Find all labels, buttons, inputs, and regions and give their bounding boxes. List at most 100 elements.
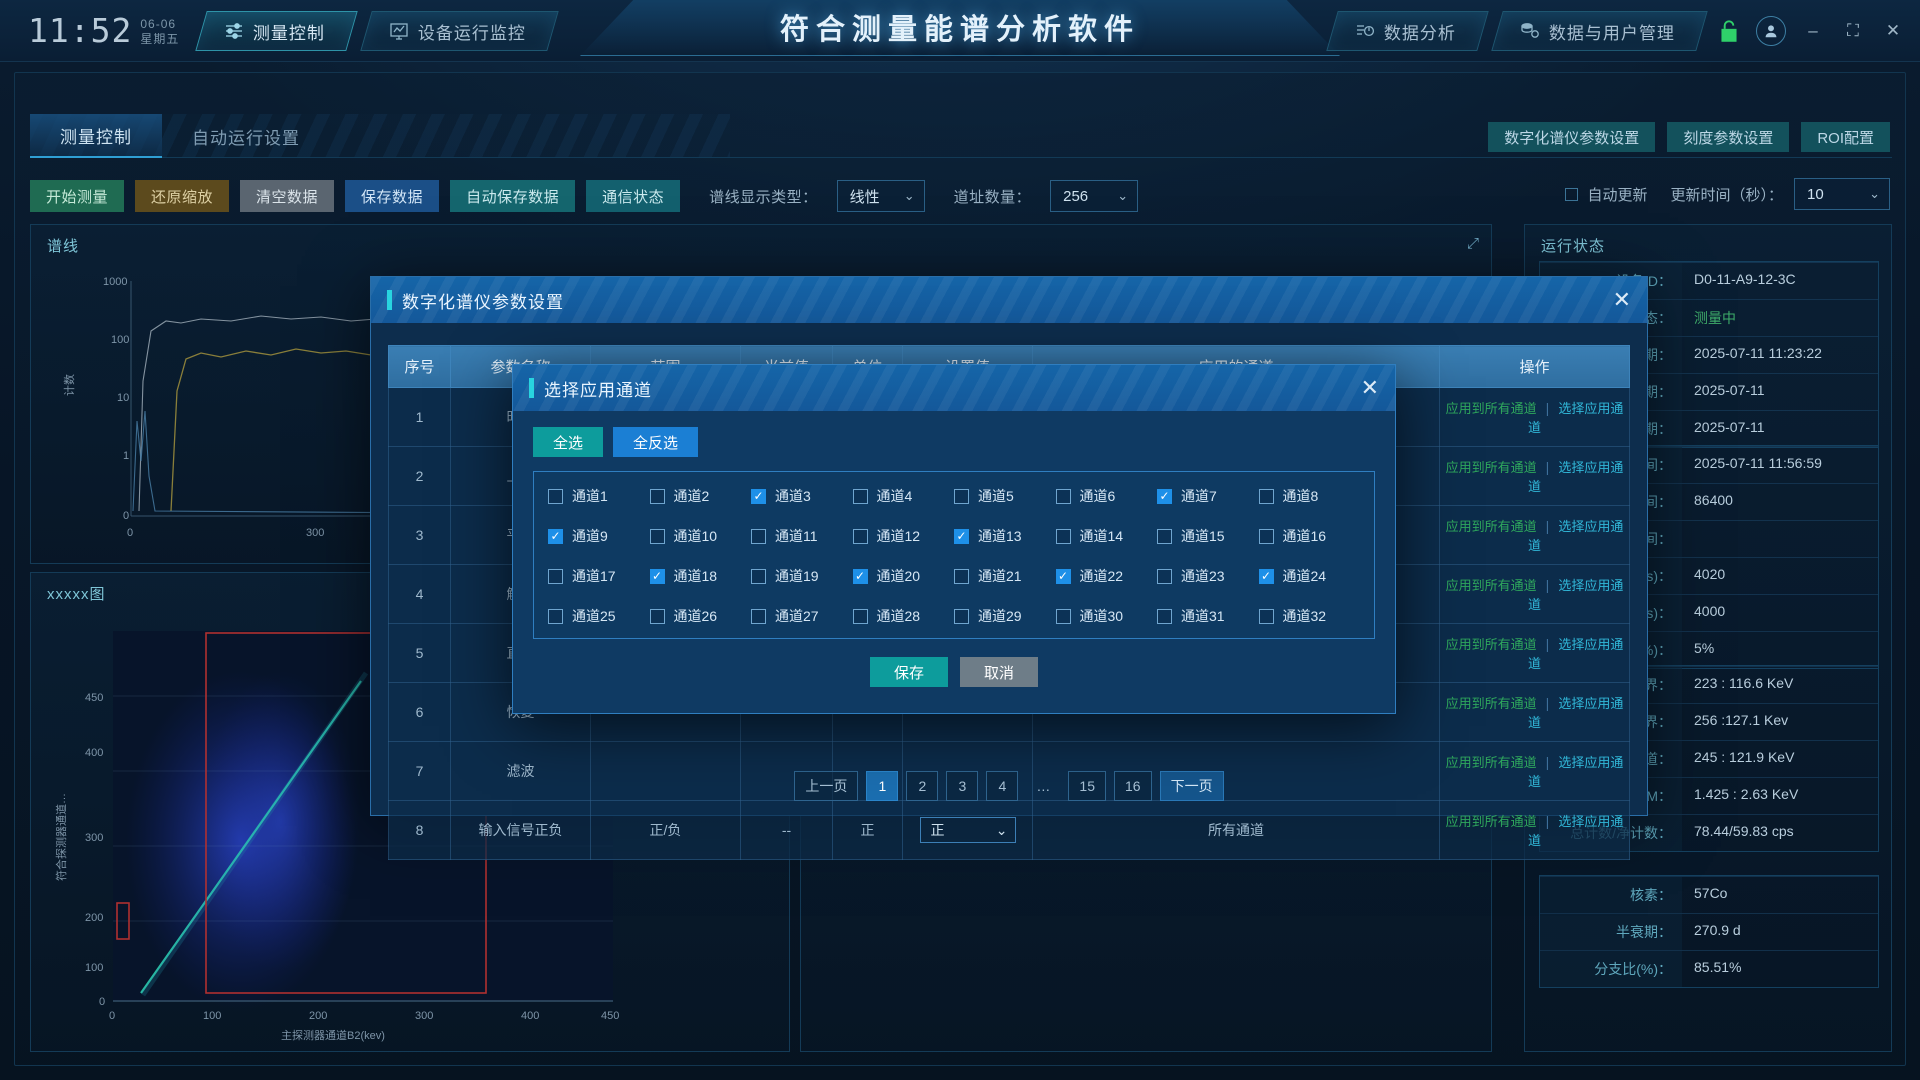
channel-checkbox-5[interactable] — [954, 488, 969, 504]
calibration-params-button[interactable]: 刻度参数设置 — [1667, 122, 1790, 152]
channel-option-25[interactable]: 通道25 — [548, 606, 650, 626]
page-button-3[interactable]: 3 — [946, 771, 979, 801]
channel-checkbox-18[interactable] — [649, 568, 665, 584]
nav-tab-data-analysis[interactable]: 数据分析 — [1326, 11, 1489, 51]
channel-option-17[interactable]: 通道17 — [548, 566, 650, 586]
channel-option-23[interactable]: 通道23 — [1157, 566, 1259, 586]
channel-option-13[interactable]: 通道13 — [954, 526, 1056, 546]
channel-option-32[interactable]: 通道32 — [1258, 606, 1361, 626]
channel-option-5[interactable]: 通道5 — [954, 486, 1056, 506]
tab-measurement-control[interactable]: 测量控制 — [30, 114, 162, 158]
apply-all-channels-link[interactable]: 应用到所有通道 — [1445, 755, 1537, 770]
save-data-button[interactable]: 保存数据 — [345, 180, 440, 212]
page-button-1[interactable]: 1 — [866, 771, 899, 801]
nav-tab-device-monitor[interactable]: 设备运行监控 — [360, 10, 560, 51]
page-button-2[interactable]: 2 — [906, 771, 939, 801]
channel-checkbox-4[interactable] — [852, 488, 868, 504]
channel-checkbox-32[interactable] — [1258, 608, 1274, 624]
channel-checkbox-26[interactable] — [649, 608, 665, 624]
page-button-16[interactable]: 16 — [1114, 771, 1152, 801]
close-button[interactable]: ✕ — [1885, 21, 1901, 40]
update-time-select[interactable]: 10 ⌄ — [1794, 178, 1890, 210]
channel-checkbox-28[interactable] — [852, 608, 868, 624]
channel-option-2[interactable]: 通道2 — [649, 486, 752, 506]
apply-all-channels-link[interactable]: 应用到所有通道 — [1445, 814, 1537, 829]
channel-checkbox-6[interactable] — [1055, 488, 1071, 504]
apply-all-channels-link[interactable]: 应用到所有通道 — [1445, 637, 1537, 652]
next-page-button[interactable]: 下一页 — [1159, 771, 1224, 801]
cell-setvalue[interactable]: 正 ⌄ — [902, 800, 1033, 860]
page-button-15[interactable]: 15 — [1068, 771, 1106, 801]
invert-selection-button[interactable]: 全反选 — [613, 427, 699, 457]
setvalue-select[interactable]: 正 ⌄ — [919, 817, 1016, 843]
channel-checkbox-9[interactable] — [548, 528, 563, 544]
channel-option-16[interactable]: 通道16 — [1258, 526, 1361, 546]
channel-count-select[interactable]: 256 ⌄ — [1050, 180, 1139, 212]
channel-option-7[interactable]: 通道7 — [1157, 486, 1259, 506]
channel-checkbox-14[interactable] — [1055, 528, 1071, 544]
comm-status-button[interactable]: 通信状态 — [586, 180, 681, 212]
channel-checkbox-27[interactable] — [751, 608, 766, 624]
channel-option-27[interactable]: 通道27 — [751, 606, 853, 626]
channel-option-18[interactable]: 通道18 — [649, 566, 752, 586]
select-channels-link[interactable]: 选择应用通道 — [1527, 460, 1624, 494]
apply-all-channels-link[interactable]: 应用到所有通道 — [1445, 460, 1537, 475]
auto-save-data-button[interactable]: 自动保存数据 — [450, 180, 576, 212]
channel-option-12[interactable]: 通道12 — [852, 526, 955, 546]
channel-checkbox-31[interactable] — [1157, 608, 1172, 624]
channel-checkbox-2[interactable] — [649, 488, 665, 504]
channel-checkbox-24[interactable] — [1258, 568, 1274, 584]
channel-checkbox-21[interactable] — [954, 568, 969, 584]
channel-option-19[interactable]: 通道19 — [751, 566, 853, 586]
apply-all-channels-link[interactable]: 应用到所有通道 — [1445, 578, 1537, 593]
channel-option-21[interactable]: 通道21 — [954, 566, 1056, 586]
apply-all-channels-link[interactable]: 应用到所有通道 — [1445, 519, 1537, 534]
channel-option-20[interactable]: 通道20 — [852, 566, 955, 586]
channel-checkbox-10[interactable] — [649, 528, 665, 544]
channel-option-3[interactable]: 通道3 — [751, 486, 853, 506]
channel-option-6[interactable]: 通道6 — [1055, 486, 1158, 506]
channel-checkbox-16[interactable] — [1258, 528, 1274, 544]
channel-option-1[interactable]: 通道1 — [548, 486, 650, 506]
channel-option-9[interactable]: 通道9 — [548, 526, 650, 546]
channel-checkbox-20[interactable] — [852, 568, 868, 584]
channel-option-8[interactable]: 通道8 — [1258, 486, 1361, 506]
channel-option-26[interactable]: 通道26 — [649, 606, 752, 626]
reset-zoom-button[interactable]: 还原缩放 — [135, 180, 230, 212]
channel-option-29[interactable]: 通道29 — [954, 606, 1056, 626]
channel-checkbox-7[interactable] — [1157, 488, 1172, 504]
select-channels-link[interactable]: 选择应用通道 — [1527, 519, 1624, 553]
channel-option-4[interactable]: 通道4 — [852, 486, 955, 506]
channel-checkbox-25[interactable] — [548, 608, 563, 624]
prev-page-button[interactable]: 上一页 — [794, 771, 859, 801]
select-channels-link[interactable]: 选择应用通道 — [1527, 637, 1624, 671]
channel-checkbox-17[interactable] — [548, 568, 563, 584]
spectrum-type-select[interactable]: 线性 ⌄ — [836, 180, 925, 212]
channel-checkbox-11[interactable] — [751, 528, 766, 544]
save-button[interactable]: 保存 — [869, 657, 948, 687]
channel-option-15[interactable]: 通道15 — [1157, 526, 1259, 546]
avatar[interactable] — [1756, 16, 1786, 46]
select-channels-link[interactable]: 选择应用通道 — [1527, 814, 1624, 848]
auto-update-checkbox[interactable] — [1565, 187, 1579, 201]
channel-option-11[interactable]: 通道11 — [751, 526, 853, 546]
channel-checkbox-19[interactable] — [751, 568, 766, 584]
channel-checkbox-30[interactable] — [1055, 608, 1071, 624]
channel-option-22[interactable]: 通道22 — [1055, 566, 1158, 586]
maximize-button[interactable]: ⛶ — [1847, 21, 1859, 40]
expand-icon[interactable]: ⤢ — [1466, 235, 1479, 252]
channel-checkbox-23[interactable] — [1157, 568, 1172, 584]
select-channels-link[interactable]: 选择应用通道 — [1527, 578, 1624, 612]
channel-checkbox-8[interactable] — [1258, 488, 1274, 504]
channel-checkbox-3[interactable] — [751, 488, 766, 504]
close-icon[interactable]: ✕ — [1612, 287, 1631, 312]
nav-tab-data-user-management[interactable]: 数据与用户管理 — [1491, 11, 1708, 51]
channel-option-14[interactable]: 通道14 — [1055, 526, 1158, 546]
table-row[interactable]: 8 输入信号正负 正/负 -- 正正 ⌄ 所有通道 应用到所有通道 | 选择应用通道 — [388, 800, 1630, 860]
select-channels-link[interactable]: 选择应用通道 — [1527, 401, 1624, 435]
page-button-4[interactable]: 4 — [986, 771, 1019, 801]
lock-icon[interactable] — [1716, 17, 1742, 45]
channel-option-10[interactable]: 通道10 — [649, 526, 752, 546]
channel-option-31[interactable]: 通道31 — [1157, 606, 1259, 626]
apply-all-channels-link[interactable]: 应用到所有通道 — [1445, 401, 1537, 416]
